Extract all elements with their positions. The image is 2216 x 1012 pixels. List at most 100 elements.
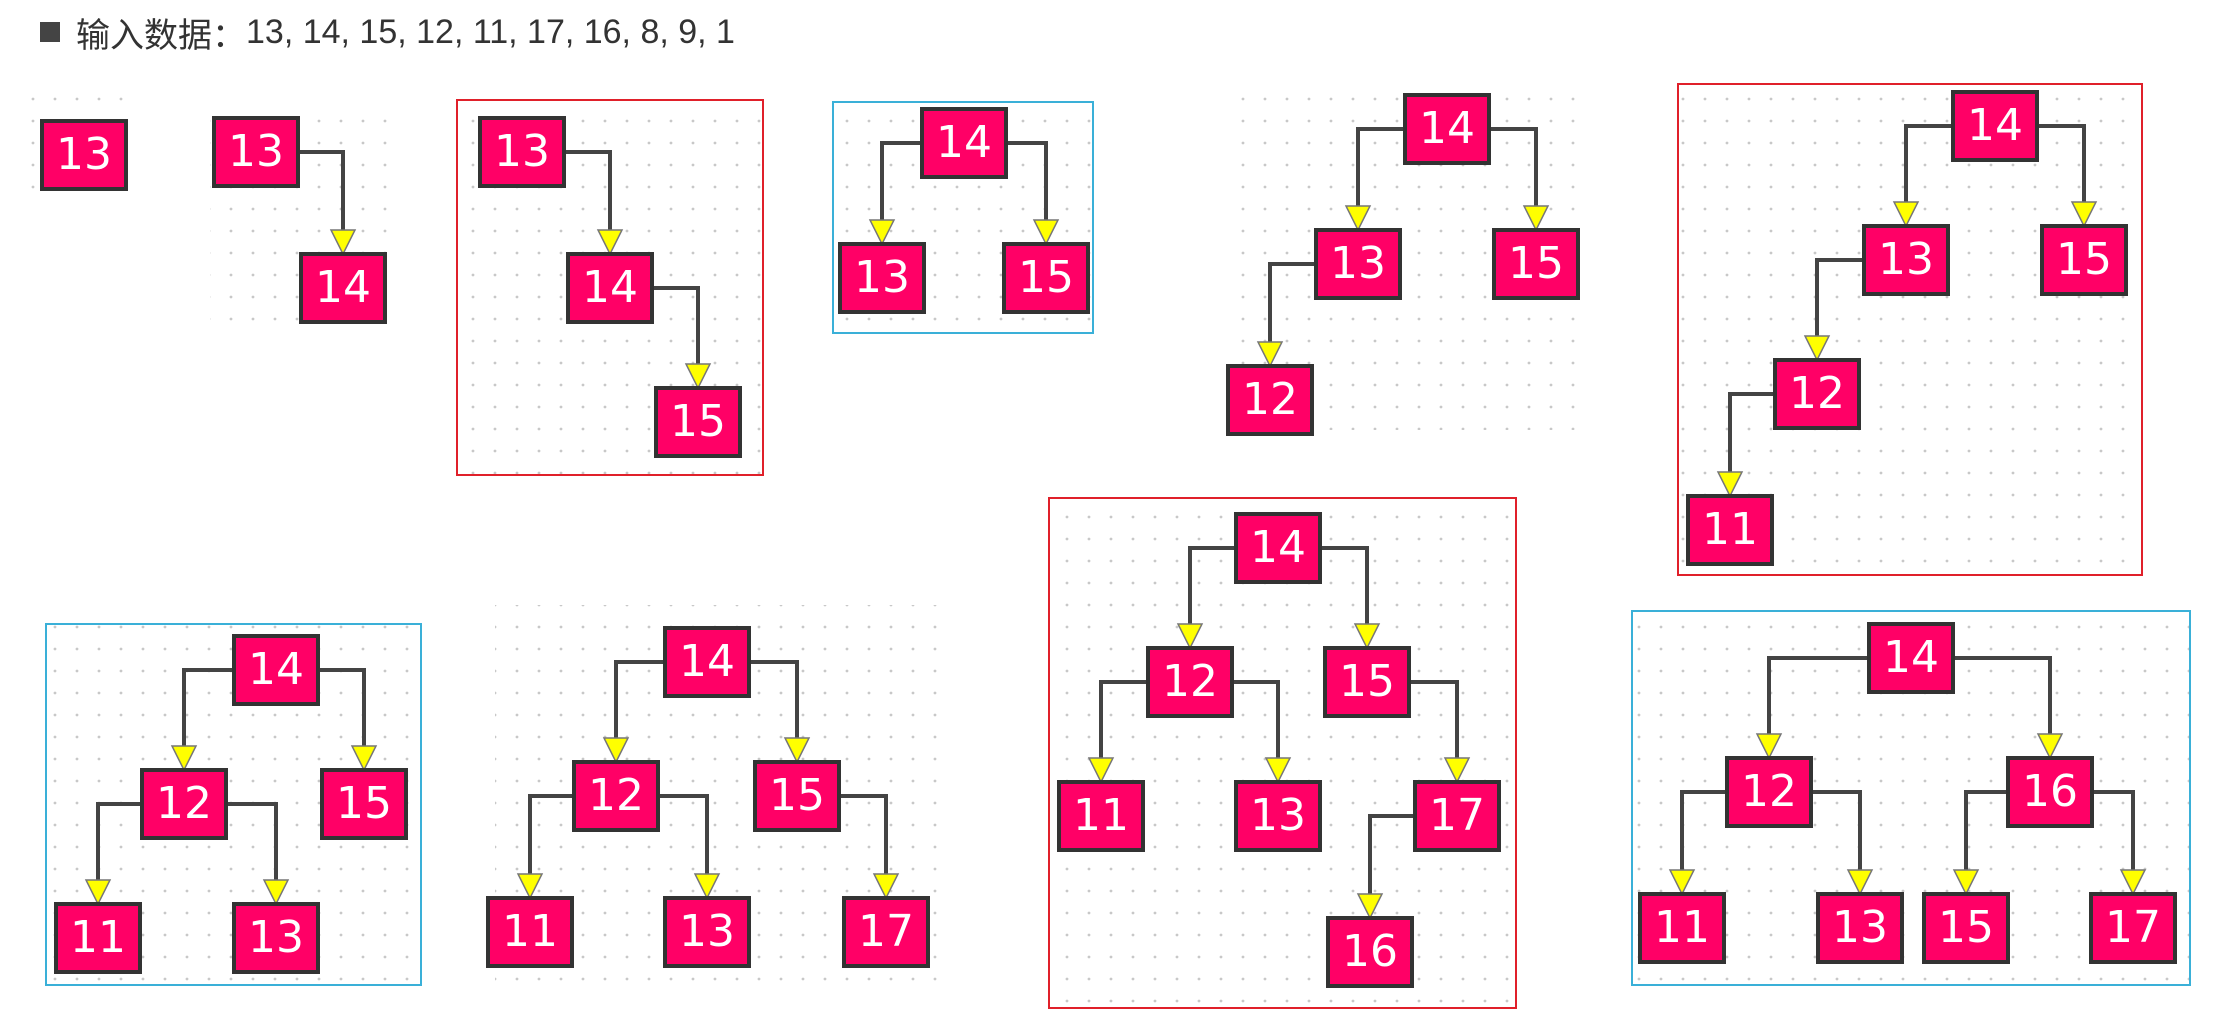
node-box <box>54 902 142 974</box>
input-data-header: 输入数据： 13, 14, 15, 12, 11, 17, 16, 8, 9, … <box>40 8 735 56</box>
edge-12-to-13 <box>1811 790 1874 896</box>
tree-node: 17 <box>2089 892 2177 964</box>
node-box <box>1862 224 1950 296</box>
tree-node: 15 <box>1002 242 1090 314</box>
node-label: 12 <box>1741 766 1797 817</box>
red-highlight-frame <box>456 99 764 476</box>
node-label: 11 <box>1073 790 1129 841</box>
arrow-head-icon <box>1522 205 1550 232</box>
node-label: 15 <box>2056 234 2112 285</box>
node-label: 15 <box>1508 238 1564 289</box>
node-label: 15 <box>670 396 726 447</box>
blue-highlight-frame <box>832 101 1094 334</box>
node-label: 15 <box>336 778 392 829</box>
tree-node: 12 <box>140 768 228 840</box>
node-box <box>1492 228 1580 300</box>
arrow-head-icon <box>1803 335 1831 362</box>
tree-7: 14 12 15 11 13 <box>45 623 422 986</box>
tree-node: 11 <box>54 902 142 974</box>
node-label: 15 <box>1018 252 1074 303</box>
tree-node: 17 <box>1413 780 1501 852</box>
tree-node: 14 <box>1951 90 2039 162</box>
edge-17-to-16 <box>1356 814 1415 920</box>
node-box <box>1922 892 2010 964</box>
arrow-head-icon <box>868 219 896 246</box>
node-box <box>478 116 566 188</box>
arrow-head-icon <box>1755 733 1783 760</box>
edge-line <box>1268 262 1316 344</box>
node-label: 13 <box>1878 234 1934 285</box>
node-box <box>572 760 660 832</box>
arrow-head-icon <box>1087 757 1115 784</box>
node-label: 14 <box>248 644 304 695</box>
node-box <box>1867 622 1955 694</box>
arrow-head-icon <box>516 873 544 900</box>
node-box <box>1234 512 1322 584</box>
edge-line <box>614 660 665 740</box>
arrow-head-icon <box>1716 471 1744 498</box>
tree-node: 12 <box>1226 364 1314 436</box>
arrow-head-icon <box>1256 341 1284 368</box>
edge-14-to-12 <box>1755 656 1869 760</box>
node-label: 12 <box>156 778 212 829</box>
node-label: 13 <box>1832 902 1888 953</box>
tree-node: 13 <box>1862 224 1950 296</box>
node-label: 13 <box>854 252 910 303</box>
edge-line <box>564 150 612 232</box>
tree-node: 16 <box>2006 756 2094 828</box>
arrow-head-icon <box>602 737 630 764</box>
node-box <box>212 116 300 188</box>
edge-line <box>96 802 142 882</box>
arrow-head-icon <box>693 873 721 900</box>
edge-14-to-16 <box>1953 656 2064 760</box>
node-label: 15 <box>1938 902 1994 953</box>
arrow-head-icon <box>783 737 811 764</box>
node-label: 13 <box>228 126 284 177</box>
tree-node: 11 <box>1057 780 1145 852</box>
tree-node: 13 <box>1314 228 1402 300</box>
tree-node: 14 <box>1234 512 1322 584</box>
edge-12-to-13 <box>226 802 290 906</box>
arrow-head-icon <box>2119 869 2147 896</box>
node-label: 13 <box>679 906 735 957</box>
node-box <box>1951 90 2039 162</box>
edge-16-to-17 <box>2092 790 2147 896</box>
edge-14-to-15 <box>1320 546 1381 650</box>
node-box <box>920 107 1008 179</box>
tree-node: 11 <box>1638 892 1726 964</box>
tree-node: 12 <box>1725 756 1813 828</box>
edge-line <box>1368 814 1415 896</box>
node-box <box>232 634 320 706</box>
edge-13-to-14 <box>564 150 624 256</box>
tree-4: 14 13 15 <box>832 101 1094 334</box>
arrow-head-icon <box>262 879 290 906</box>
node-box <box>1816 892 1904 964</box>
edge-14-to-12 <box>170 668 234 772</box>
tree-node: 12 <box>1146 646 1234 718</box>
edge-line <box>652 286 700 366</box>
node-box <box>40 119 128 191</box>
edge-16-to-15 <box>1952 790 2008 896</box>
arrow-head-icon <box>872 873 900 900</box>
tree-node: 17 <box>842 896 930 968</box>
node-box <box>1326 916 1414 988</box>
edge-12-to-11 <box>1087 680 1148 784</box>
node-box <box>1146 646 1234 718</box>
tree-node: 14 <box>920 107 1008 179</box>
node-box <box>2006 756 2094 828</box>
arrow-head-icon <box>1443 757 1471 784</box>
tree-node: 14 <box>1403 93 1491 165</box>
edge-line <box>1904 124 1953 204</box>
edge-14-to-15 <box>749 660 811 764</box>
node-label: 11 <box>1702 504 1758 555</box>
node-label: 13 <box>248 912 304 963</box>
node-label: 13 <box>494 126 550 177</box>
edge-line <box>1489 127 1538 208</box>
tree-node: 15 <box>1492 228 1580 300</box>
edge-13-to-12 <box>1803 258 1864 362</box>
arrow-head-icon <box>1356 893 1384 920</box>
edge-14-to-12 <box>1176 546 1236 650</box>
tree-node: 14 <box>1867 622 1955 694</box>
tree-node: 11 <box>1686 494 1774 566</box>
tree-10: 14 12 16 11 13 15 17 <box>1631 610 2191 986</box>
